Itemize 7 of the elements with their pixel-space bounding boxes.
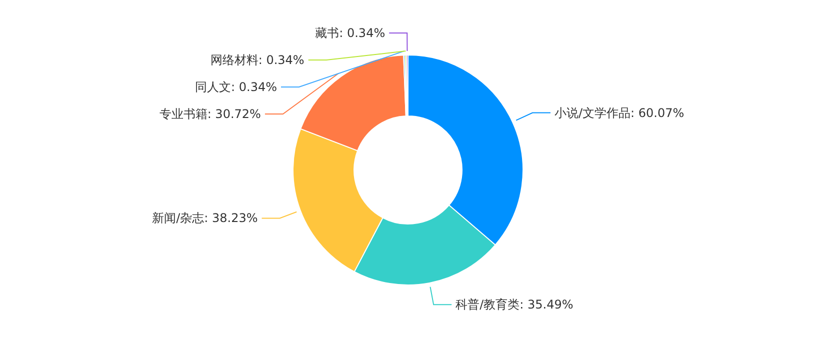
slice-label: 科普/教育类: 35.49% xyxy=(456,298,574,312)
slice-label: 专业书籍: 30.72% xyxy=(159,107,261,122)
slice-label: 新闻/杂志: 38.23% xyxy=(152,211,258,226)
slice-label: 同人文: 0.34% xyxy=(195,80,277,94)
slice-label: 藏书: 0.34% xyxy=(315,26,386,40)
slice-label: 小说/文学作品: 60.07% xyxy=(554,106,684,120)
slice-label: 网络材料: 0.34% xyxy=(210,53,304,68)
